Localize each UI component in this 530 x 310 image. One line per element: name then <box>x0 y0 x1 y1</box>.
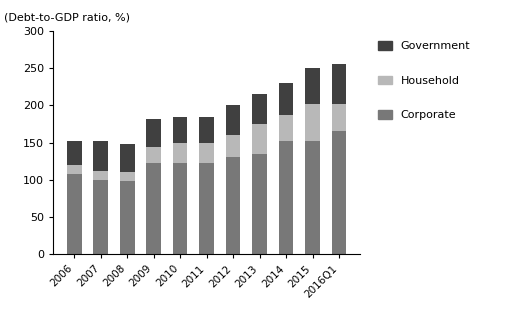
Bar <box>252 154 267 254</box>
Bar <box>332 64 347 104</box>
Bar <box>120 172 135 181</box>
Bar <box>226 135 241 157</box>
Bar <box>146 147 161 163</box>
Bar <box>120 144 135 172</box>
Bar <box>67 174 82 254</box>
Bar <box>93 180 108 254</box>
Bar <box>305 141 320 254</box>
Bar <box>332 104 347 131</box>
Bar <box>226 105 241 135</box>
Bar <box>332 131 347 254</box>
Bar <box>199 163 214 254</box>
Bar <box>305 104 320 141</box>
Bar <box>199 117 214 143</box>
Bar <box>93 171 108 180</box>
Bar <box>279 141 294 254</box>
Bar <box>93 141 108 171</box>
Text: (Debt-to-GDP ratio, %): (Debt-to-GDP ratio, %) <box>4 12 130 22</box>
Bar <box>252 124 267 154</box>
Bar <box>173 117 188 143</box>
Legend: Government, Household, Corporate: Government, Household, Corporate <box>378 41 470 120</box>
Bar <box>226 157 241 254</box>
Bar <box>173 143 188 163</box>
Bar <box>252 94 267 124</box>
Bar <box>199 143 214 163</box>
Bar <box>279 115 294 141</box>
Bar <box>146 163 161 254</box>
Bar <box>67 141 82 165</box>
Bar <box>120 181 135 254</box>
Bar <box>146 119 161 147</box>
Bar <box>173 163 188 254</box>
Bar <box>305 68 320 104</box>
Bar <box>279 83 294 115</box>
Bar <box>67 165 82 174</box>
